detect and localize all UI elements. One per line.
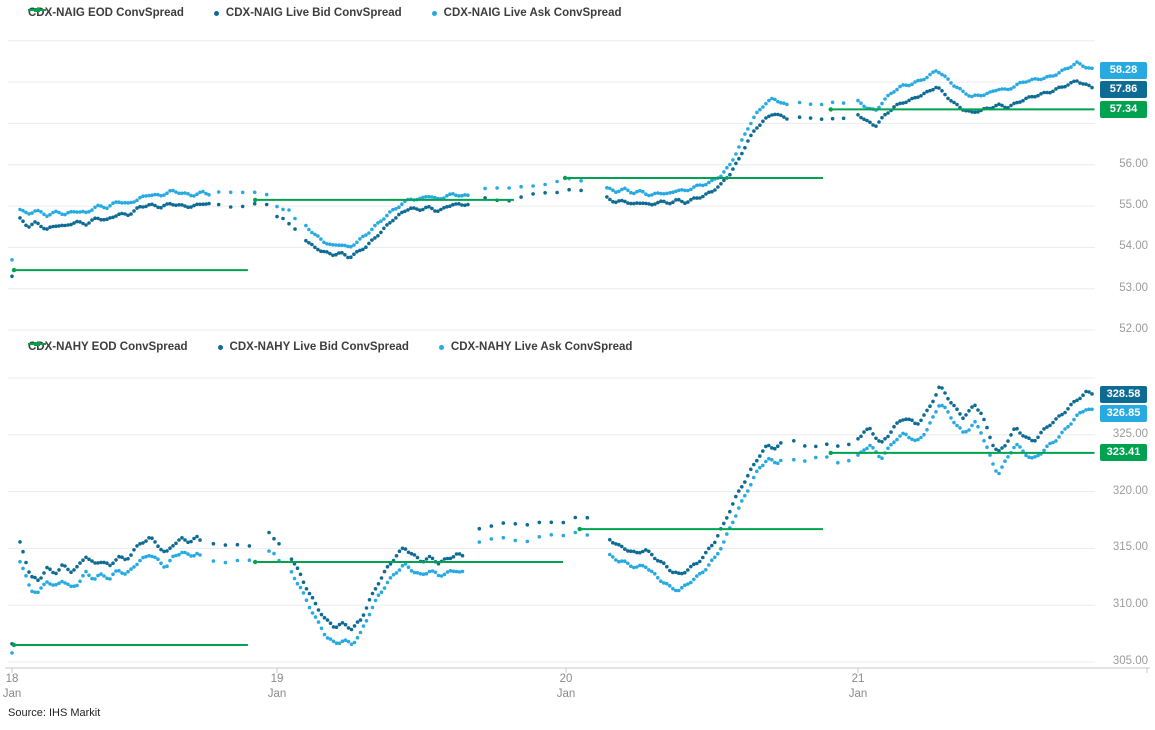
- y-tick-label-naig: 55.00: [1119, 199, 1148, 212]
- x-tick-label: 19 Jan: [255, 672, 299, 702]
- x-tick-month: Jan: [267, 688, 287, 700]
- y-tick-label-nahy: 310.00: [1112, 598, 1148, 611]
- naig-bid-dots: [10, 79, 1094, 279]
- x-tick-label: 21 Jan: [836, 672, 880, 702]
- eod-line-start-marker: [11, 642, 17, 648]
- value-badge-nahy-ask: 326.85: [1100, 405, 1147, 423]
- value-badge-nahy-eod: 323.41: [1100, 444, 1147, 462]
- value-badge-nahy-bid: 328.58: [1100, 385, 1147, 403]
- eod-line-icon: [28, 8, 46, 12]
- legend-item-naig-bid[interactable]: CDX-NAIG Live Bid ConvSpread: [213, 7, 402, 19]
- y-tick-label-nahy: 320.00: [1112, 484, 1148, 497]
- value-badge-naig-bid: 57.86: [1100, 81, 1147, 99]
- x-tick-month: Jan: [848, 688, 868, 700]
- legend-label: CDX-NAHY Live Bid ConvSpread: [229, 341, 409, 353]
- eod-line-start-marker: [11, 267, 17, 273]
- nahy-bid-dots: [10, 385, 1094, 646]
- y-tick-label-nahy: 325.00: [1112, 427, 1148, 440]
- legend-item-nahy-ask[interactable]: CDX-NAHY Live Ask ConvSpread: [438, 341, 633, 353]
- x-tick-day: 20: [559, 673, 573, 685]
- legend-label: CDX-NAHY Live Ask ConvSpread: [450, 341, 633, 353]
- legend-label: CDX-NAIG EOD ConvSpread: [28, 7, 184, 19]
- y-tick-label-nahy: 305.00: [1112, 655, 1148, 667]
- eod-line-start-marker: [253, 197, 258, 203]
- nahy-ask-dots: [10, 403, 1094, 655]
- eod-line-start-marker: [577, 526, 582, 532]
- value-badge-naig-ask: 58.28: [1100, 62, 1147, 80]
- bid-dot-icon: [217, 344, 223, 350]
- value-badge-naig-eod: 57.34: [1100, 100, 1147, 118]
- x-tick-day: 18: [5, 673, 19, 685]
- y-tick-label-naig: 56.00: [1119, 157, 1148, 170]
- eod-line-start-marker: [562, 175, 568, 181]
- legend-item-nahy-eod[interactable]: CDX-NAHY EOD ConvSpread: [28, 341, 188, 353]
- eod-line-start-marker: [828, 450, 833, 456]
- ask-dot-icon: [431, 10, 437, 16]
- x-tick-label: 18 Jan: [0, 672, 34, 702]
- y-tick-label-naig: 54.00: [1119, 240, 1148, 253]
- legend-item-naig-ask[interactable]: CDX-NAIG Live Ask ConvSpread: [431, 7, 622, 19]
- legend-item-naig-eod[interactable]: CDX-NAIG EOD ConvSpread: [28, 7, 184, 19]
- y-tick-label-nahy: 315.00: [1112, 541, 1148, 554]
- eod-line-icon: [28, 342, 46, 346]
- y-tick-label-naig: 53.00: [1119, 281, 1148, 294]
- bid-dot-icon: [213, 10, 219, 16]
- legend-row-nahy: CDX-NAHY EOD ConvSpread CDX-NAHY Live Bid…: [28, 340, 632, 354]
- x-tick-day: 19: [270, 673, 284, 685]
- legend-label: CDX-NAIG Live Ask ConvSpread: [443, 7, 622, 19]
- x-tick-month: Jan: [2, 688, 22, 700]
- legend-row-naig: CDX-NAIG EOD ConvSpread CDX-NAIG Live Bid…: [28, 6, 622, 20]
- naig-ask-dots: [10, 60, 1094, 262]
- y-tick-label-naig: 52.00: [1119, 323, 1148, 335]
- source-note: Source: IHS Markit: [8, 707, 101, 719]
- eod-line-start-marker: [253, 559, 258, 565]
- eod-line-start-marker: [828, 107, 833, 112]
- nahy-plot-area[interactable]: [8, 377, 1095, 663]
- legend-label: CDX-NAHY EOD ConvSpread: [28, 341, 188, 353]
- x-tick-month: Jan: [556, 688, 576, 700]
- x-tick-label: 20 Jan: [544, 672, 588, 702]
- x-tick-day: 21: [851, 673, 865, 685]
- legend-label: CDX-NAIG Live Bid ConvSpread: [225, 7, 402, 19]
- x-axis: [5, 667, 1150, 673]
- ask-dot-icon: [438, 344, 444, 350]
- naig-plot-area[interactable]: [8, 40, 1095, 331]
- legend-item-nahy-bid[interactable]: CDX-NAHY Live Bid ConvSpread: [217, 341, 409, 353]
